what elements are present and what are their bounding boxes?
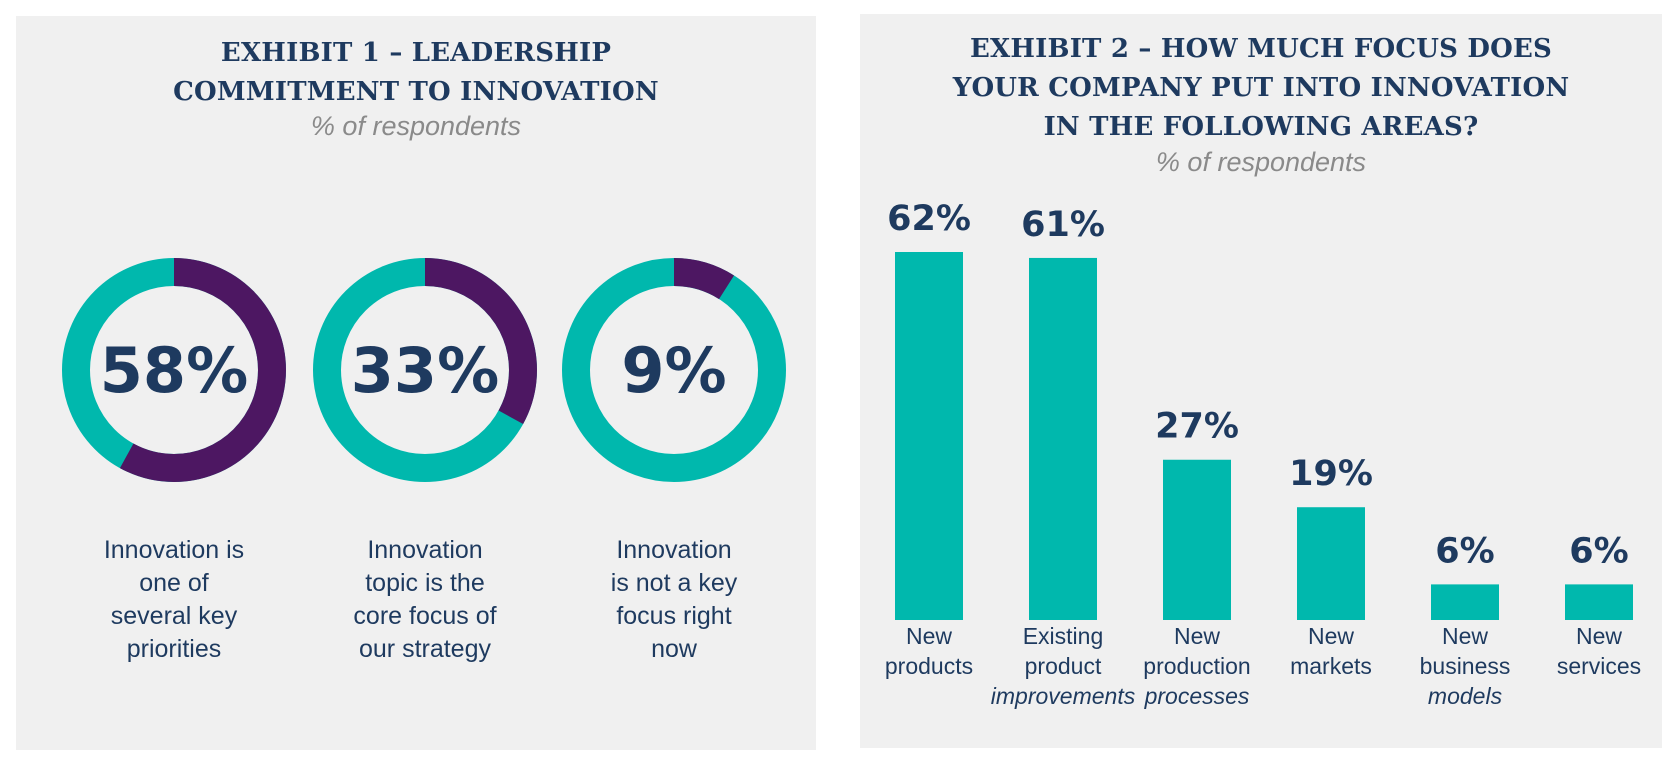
bar-value-label-1: 62% [887, 199, 971, 239]
donut-category-label-3: Innovation is not a key focus right now [574, 534, 774, 666]
donut-1: 58% [62, 258, 286, 482]
bar-category-line: models [1427, 683, 1503, 709]
bar-category-line: business [1419, 653, 1511, 679]
donut-slice-3 [562, 258, 786, 482]
bar-category-label-4: New markets [1251, 621, 1411, 681]
bar-category-line: improvements [990, 683, 1136, 709]
bar-category-line: Existing [1022, 623, 1104, 649]
donut-category-line: priorities [126, 635, 222, 663]
bar-category-line: markets [1290, 653, 1372, 679]
bar-category-line: processes [1144, 683, 1250, 709]
donut-value-label-1: 58% [100, 334, 248, 407]
bar-category-line: products [884, 653, 974, 679]
donut-category-line: Innovation is [103, 536, 245, 564]
bar-3 [1163, 459, 1231, 620]
exhibit2-title-line-1: EXHIBIT 2 – HOW MUCH FOCUS DOES [970, 34, 1552, 64]
exhibit1-title-line-2: COMMITMENT TO INNOVATION [173, 77, 659, 107]
bar-category-line: New [1575, 623, 1622, 649]
exhibit2-title-line-2: YOUR COMPANY PUT INTO INNOVATION [952, 73, 1570, 103]
bar-5 [1431, 584, 1499, 620]
bar-value-label-6: 6% [1569, 531, 1628, 571]
donut-slice-1 [62, 258, 286, 482]
bar-category-label-3: New production processes [1117, 621, 1277, 711]
bar-category-line: New [1173, 623, 1220, 649]
donut-category-line: several key [110, 602, 238, 630]
exhibit2-subtitle: % of respondents [1155, 147, 1367, 177]
donut-category-line: Innovation [616, 536, 732, 564]
exhibit2-panel: EXHIBIT 2 – HOW MUCH FOCUS DOES YOUR COM… [860, 14, 1662, 748]
exhibit1-title: EXHIBIT 1 – LEADERSHIP COMMITMENT TO INN… [16, 34, 816, 112]
donut-2: 33% [313, 258, 537, 482]
donut-category-line: our strategy [358, 635, 491, 663]
bar-category-line: New [905, 623, 952, 649]
donut-category-line: Innovation [367, 536, 483, 564]
exhibit2-title: EXHIBIT 2 – HOW MUCH FOCUS DOES YOUR COM… [860, 30, 1662, 147]
donut-category-label-2: Innovation topic is the core focus of our s… [325, 534, 525, 666]
bar-value-label-3: 27% [1155, 407, 1239, 447]
bar-4 [1297, 507, 1365, 620]
donut-category-line: one of [139, 569, 209, 597]
donut-category-label-1: Innovation is one of several key priorities [74, 534, 274, 666]
donut-charts: 58% 33% 9% [62, 258, 786, 482]
bar-category-line: production [1143, 653, 1251, 679]
donut-category-line: core focus of [353, 602, 497, 630]
bar-category-line: New [1441, 623, 1488, 649]
bar-category-label-6: New services [1519, 621, 1679, 681]
bar-2 [1029, 257, 1097, 620]
bar-category-line: product [1024, 653, 1102, 679]
bar-category-label-2: Existing product improvements [983, 621, 1143, 711]
donut-category-line: focus right [616, 602, 732, 630]
donut-3: 9% [562, 258, 786, 482]
donut-category-line: is not a key [610, 569, 738, 597]
bar-6 [1565, 584, 1633, 620]
bar-category-line: services [1556, 653, 1642, 679]
exhibit1-title-line-1: EXHIBIT 1 – LEADERSHIP [220, 38, 612, 68]
bar-1 [895, 252, 963, 620]
donut-category-line: topic is the [365, 569, 485, 597]
bar-chart: 62% 61% 27% 19% 6% 6% [887, 199, 1633, 620]
donut-slice-2 [313, 258, 537, 482]
exhibit1-panel: EXHIBIT 1 – LEADERSHIP COMMITMENT TO INN… [16, 16, 816, 750]
donut-value-label-2: 33% [351, 334, 499, 407]
bar-value-label-2: 61% [1021, 205, 1105, 245]
donut-category-line: now [651, 635, 697, 663]
exhibit1-subtitle: % of respondents [310, 111, 522, 141]
exhibit2-title-line-3: IN THE FOLLOWING AREAS? [1043, 112, 1479, 142]
bar-category-line: New [1307, 623, 1354, 649]
bar-value-label-4: 19% [1289, 454, 1373, 494]
donut-value-label-3: 9% [621, 334, 726, 407]
bar-category-label-1: New products [849, 621, 1009, 681]
bar-category-label-5: New business models [1385, 621, 1545, 711]
bar-value-label-5: 6% [1435, 531, 1494, 571]
